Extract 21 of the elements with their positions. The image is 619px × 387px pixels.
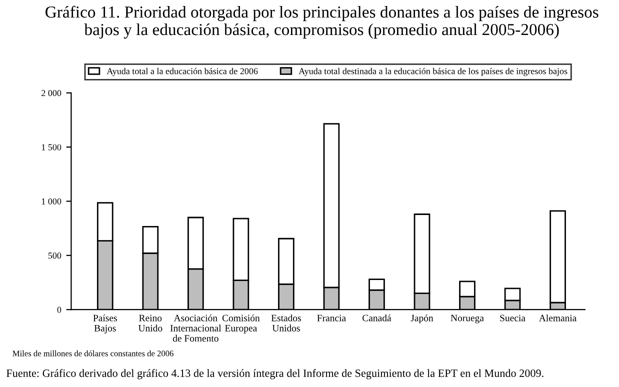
legend-label: Ayuda total a la educación básica de 2006: [106, 68, 258, 76]
text: Miles de millones de dólares constantes de 2006: [12, 350, 174, 356]
source-note: Fuente: Gráfico derivado del gráfico 4.13 de la versión íntegra del Informe de Seguimiento de la EPT en el Mundo 2009.: [6, 369, 544, 380]
y-tick-label: 500: [48, 252, 62, 259]
x-tick-label: Estados Unidos: [271, 314, 301, 332]
x-tick-label: Asociación Internacional de Fomento: [170, 314, 222, 342]
x-tick-label: Suecia: [500, 314, 526, 322]
legend-label: Ayuda total destinada a la educación básica de los países de ingresos bajos: [298, 68, 568, 76]
y-tick-label: 0: [57, 306, 62, 313]
x-tick-label: Países Bajos: [93, 314, 117, 334]
x-tick-label: Reino Unido: [138, 314, 162, 332]
x-tick-label: Comisión Europea: [222, 314, 260, 334]
x-tick-label: Francia: [317, 314, 346, 322]
y-tick-label: 1 500: [42, 144, 62, 150]
x-tick-label: Noruega: [450, 314, 484, 324]
chart-title: Gráfico 11. Prioridad otorgada por los principales donantes a los países de ingresos bajos y la educación básica, compromisos (promedio anual 2005-2006): [46, 6, 598, 39]
x-tick-label: Japón: [410, 314, 434, 324]
x-tick-label: Alemania: [538, 314, 577, 322]
y-tick-label: 1 000: [42, 198, 62, 204]
y-tick-label: 2 000: [42, 90, 62, 96]
x-tick-label: Canadá: [362, 314, 392, 322]
